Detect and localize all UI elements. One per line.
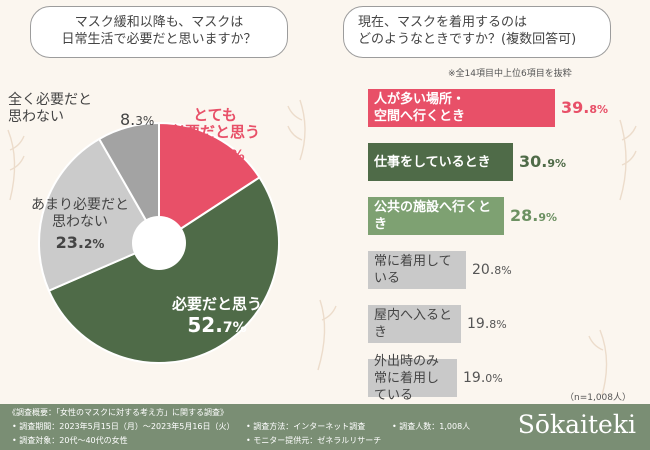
survey-count: • 調査人数：1,008人 [392,422,471,431]
bar-3: 公共の施設へ行くとき [368,197,504,235]
bar-1: 人が多い場所・ 空間へ行くとき [368,89,555,127]
pie-label-value: 23.2% [55,233,105,252]
pie-label-2: 必要だと思う 52.7% [142,296,292,340]
pie-center-hole [132,216,186,270]
question-2-box: 現在、マスクを着用するのは どのようなときですか？(複数回答可) [343,6,611,58]
brand-logo: Sōkaiteki [517,410,636,439]
pie-slice-4 [97,121,160,247]
monitor-provider: • モニター提供元：ゼネラルリサーチ [246,436,382,445]
bar-label: 常に着用している [374,254,452,286]
pie-label-value: 15.8% [185,141,245,165]
survey-target: • 調査対象：20代〜40代の女性 [12,436,128,445]
bar-value-6: 19.0% [463,370,503,386]
pie-chart [38,121,280,364]
bar-6: 外出時のみ 常に着用している [368,354,457,403]
bar-2: 仕事をしているとき [368,143,513,181]
bar-label: 人が多い場所・ 空間へ行くとき [374,92,466,124]
footer: 《調査概要：「女性のマスクに対する考え方」に関する調査》 • 調査期間：2023… [0,404,650,450]
bar-value-2: 30.9% [519,152,567,171]
survey-period: • 調査期間：2023年5月15日（月）〜2023年5月16日（火） [12,422,235,431]
pie-label-3: あまり必要だと 思わない 23.2% [4,197,156,256]
bar-label: 屋内へ入るとき [374,308,453,340]
bar-5: 屋内へ入るとき [368,305,461,343]
question-1-box: マスク緩和以降も、マスクは 日常生活で必要だと思いますか？ [30,6,288,58]
survey-overview: 《調査概要：「女性のマスクに対する考え方」に関する調査》 [8,408,228,417]
bar-value-4: 20.8% [472,262,512,278]
pie-label-name: 必要だと思う [171,295,262,313]
pie-slice-2 [47,176,280,364]
bar-label: 外出時のみ 常に着用している [374,353,440,403]
bar-value-5: 19.8% [467,316,507,332]
pie-label-name: あまり必要だと 思わない [31,197,129,230]
survey-method: • 調査方法：インターネット調査 [246,422,366,431]
pie-label-1: とても 必要だと思う 15.8% [152,107,278,168]
bar-value-1: 39.8% [561,98,609,117]
bar-label: 公共の施設へ行くとき [374,200,492,232]
bar-4: 常に着用している [368,251,466,289]
top6-note: ※全14項目中上位6項目を抜粋 [448,69,572,79]
pie-label-4: 全く必要だと 思わない 8.3% [8,92,154,129]
bar-label: 仕事をしているとき [374,154,491,170]
pie-label-name: 全く必要だと 思わない [8,92,92,125]
bar-value-3: 28.9% [510,206,558,225]
pie-slice-3 [38,137,161,292]
pie-label-value: 52.7% [187,313,247,337]
pie-slice-1 [158,121,261,245]
pie-label-name: とても 必要だと思う [169,106,260,141]
sample-size-note: （n=1,008人） [565,393,632,403]
pie-label-value: 8.3% [120,110,155,129]
